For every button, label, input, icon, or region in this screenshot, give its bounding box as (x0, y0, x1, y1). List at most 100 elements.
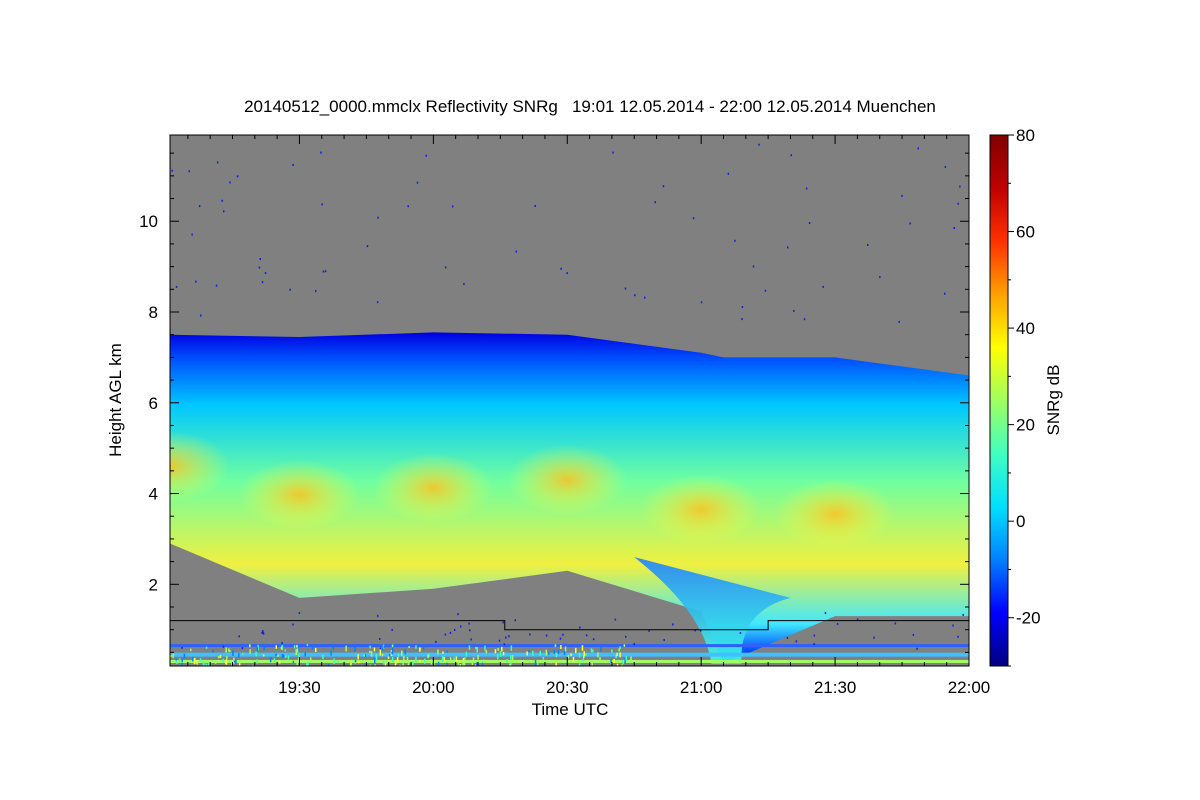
clutter-pixel (553, 649, 555, 654)
noise-speck (444, 266, 447, 269)
noise-speck (562, 633, 564, 636)
clutter-pixel (472, 657, 475, 663)
clutter-pixel (427, 654, 429, 659)
clutter-pixel (249, 649, 251, 654)
noise-speck (175, 285, 178, 288)
noise-speck (795, 640, 798, 643)
clutter-pixel (475, 646, 477, 650)
clutter-pixel (311, 646, 314, 650)
clutter-pixel (379, 649, 382, 656)
clutter-pixel (373, 647, 376, 652)
clutter-pixel (214, 661, 217, 664)
noise-speck (321, 203, 323, 206)
noise-speck (324, 270, 327, 273)
noise-speck (764, 289, 767, 292)
clutter-pixel (442, 651, 444, 654)
clutter-pixel (396, 657, 399, 663)
noise-speck (654, 201, 656, 204)
noise-speck (957, 635, 959, 638)
noise-speck (416, 181, 419, 184)
clutter-pixel (306, 644, 309, 647)
clutter-pixel (613, 658, 615, 663)
clutter-pixel (222, 658, 224, 663)
clutter-pixel (284, 649, 287, 652)
noise-speck (625, 635, 627, 638)
noise-speck (377, 614, 379, 617)
noise-speck (515, 250, 518, 253)
clutter-pixel (597, 652, 599, 658)
clutter-pixel (622, 662, 624, 665)
clutter-pixel (247, 665, 250, 666)
colorbar (989, 134, 1009, 667)
clutter-pixel (175, 658, 177, 661)
x-tick-label: 21:00 (680, 678, 723, 697)
noise-speck (292, 623, 294, 626)
x-tick-label: 20:30 (546, 678, 589, 697)
clutter-pixel (499, 651, 502, 657)
clutter-pixel (555, 652, 558, 658)
clutter-pixel (482, 659, 485, 663)
clutter-pixel (255, 651, 257, 657)
clutter-pixel (232, 650, 234, 656)
clutter-pixel (615, 654, 617, 659)
clutter-pixel (232, 665, 234, 666)
noise-speck (813, 643, 815, 646)
clutter-pixel (228, 648, 230, 652)
noise-speck (786, 636, 789, 639)
clutter-pixel (226, 656, 228, 659)
noise-speck (644, 296, 646, 299)
clutter-pixel (415, 645, 417, 649)
noise-speck (229, 181, 231, 184)
clutter-pixel (502, 651, 505, 656)
clutter-pixel (354, 660, 357, 663)
y-axis: 2 4 6 8 10 (139, 152, 969, 653)
noise-speck (322, 270, 325, 273)
noise-speck (957, 202, 959, 205)
noise-speck (836, 622, 839, 625)
clutter-pixel (419, 647, 421, 652)
noise-speck (222, 645, 225, 648)
clutter-pixel (285, 655, 287, 658)
clutter-pixel (619, 652, 621, 658)
clutter-pixel (560, 645, 562, 650)
clutter-pixel (497, 647, 499, 651)
noise-speck (238, 635, 240, 638)
clutter-pixel (298, 653, 300, 658)
clutter-pixel (539, 650, 541, 656)
clutter-pixel (330, 650, 332, 656)
plot-frame (169, 134, 970, 667)
x-tick-label: 21:30 (814, 678, 857, 697)
clutter-pixel (501, 646, 503, 652)
noise-speck (805, 187, 808, 190)
noise-speck (822, 285, 824, 288)
surface-clutter (170, 644, 969, 666)
clutter-pixel (233, 657, 235, 661)
clutter-pixel (624, 657, 626, 664)
clutter-pixel (545, 649, 548, 656)
clutter-pixel (296, 662, 298, 666)
noise-speck (741, 306, 744, 308)
clutter-pixel (583, 651, 585, 657)
noise-speck (944, 165, 947, 168)
clutter-pixel (275, 653, 277, 657)
noise-speck (261, 631, 263, 634)
reflectivity-core (775, 478, 896, 549)
y-axis-label: Height AGL km (106, 343, 125, 457)
clutter-pixel (310, 657, 312, 663)
clutter-pixel (327, 663, 330, 666)
clutter-pixel (621, 664, 623, 666)
noise-speck (694, 629, 696, 632)
clutter-pixel (475, 662, 478, 666)
clutter-pixel (423, 644, 425, 650)
clutter-pixel (203, 661, 205, 666)
noise-speck (198, 205, 201, 208)
noise-speck (435, 640, 437, 643)
clutter-pixel (592, 649, 594, 653)
noise-speck (944, 292, 946, 295)
noise-speck (962, 613, 964, 616)
clutter-pixel (345, 645, 347, 652)
colorbar-tick-label: 20 (1016, 416, 1035, 435)
noise-speck (407, 205, 409, 208)
clutter-pixel (280, 646, 283, 650)
clutter-pixel (391, 656, 394, 662)
